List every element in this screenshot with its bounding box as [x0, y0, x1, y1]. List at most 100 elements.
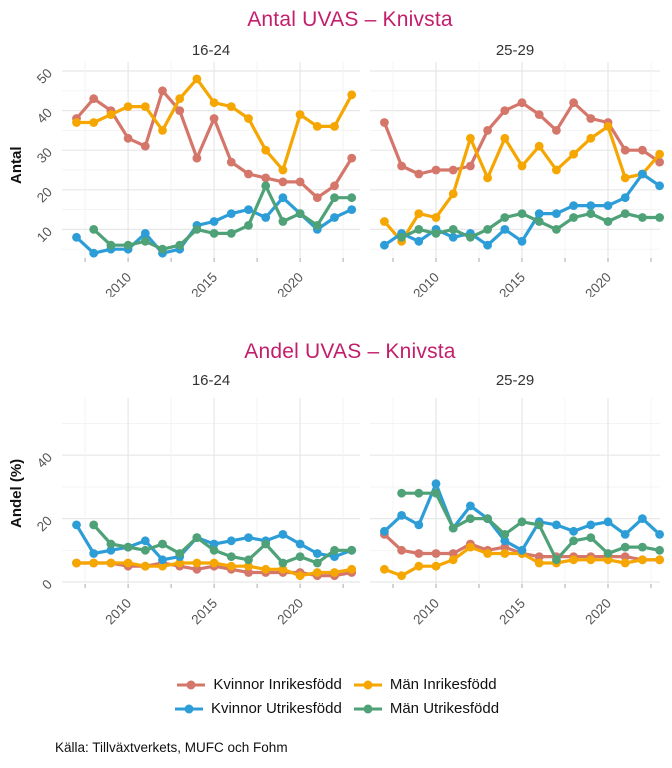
series-point	[483, 225, 492, 234]
series-point	[466, 133, 475, 143]
series-point	[175, 240, 185, 250]
series-point	[431, 229, 441, 238]
series-point	[655, 555, 664, 565]
series-point	[638, 169, 647, 179]
series-point	[123, 133, 133, 143]
series-point	[534, 110, 544, 119]
series-point	[295, 552, 305, 561]
series-point	[620, 193, 630, 203]
series-point	[603, 217, 613, 226]
series-line-Män Utrikesfödd	[92, 523, 352, 565]
series-point	[347, 153, 357, 163]
series-point	[89, 558, 99, 568]
series-point	[466, 232, 475, 242]
series-point	[586, 209, 596, 219]
series-point	[261, 539, 271, 549]
series-point	[466, 501, 475, 511]
series-point	[106, 558, 116, 568]
series-point	[500, 133, 510, 143]
series-point	[655, 157, 664, 167]
series-point	[244, 205, 253, 215]
series-point	[209, 558, 219, 568]
y-tick-label: 30	[34, 145, 55, 166]
series-point	[534, 141, 544, 151]
series-point	[569, 149, 578, 159]
series-point	[397, 571, 406, 581]
series-point	[158, 539, 167, 549]
series-point	[483, 549, 492, 558]
series-point	[603, 517, 613, 527]
series-point	[295, 177, 305, 187]
series-point	[347, 564, 357, 574]
series-point	[244, 221, 253, 230]
series-point	[638, 145, 647, 155]
series-point	[620, 558, 630, 568]
series-point	[226, 552, 236, 561]
legend-item-4: Män Utrikesfödd	[352, 700, 499, 717]
series-point	[500, 106, 510, 115]
series-point	[620, 530, 630, 539]
series-point	[569, 526, 578, 536]
series-line-Män Utrikesfödd	[401, 491, 660, 562]
series-point	[209, 229, 219, 238]
series-point	[175, 106, 185, 115]
series-point	[534, 209, 544, 219]
series-point	[192, 564, 202, 574]
legend-row-2: Kvinnor Utrikesfödd Män Utrikesfödd	[170, 700, 502, 717]
series-point	[620, 145, 630, 155]
y-tick-label: 0	[39, 577, 55, 593]
series-point	[295, 571, 305, 581]
series-point	[586, 533, 596, 542]
series-point	[448, 165, 458, 175]
series-point	[517, 161, 527, 171]
series-point	[89, 248, 99, 258]
antal-chart: 2010 2015 2020 2010 2015 2020 10 20 30 40 50	[34, 62, 664, 297]
series-point	[140, 561, 150, 571]
series-point	[123, 102, 133, 111]
series-point	[448, 555, 458, 565]
series-point	[569, 536, 578, 546]
series-point	[534, 520, 544, 530]
series-point	[278, 564, 288, 574]
series-point	[158, 126, 167, 135]
andel-title: Andel UVAS – Knivsta	[244, 340, 456, 363]
series-point	[312, 558, 322, 568]
series-point	[620, 542, 630, 552]
series-line-Män Utrikesfödd	[400, 212, 660, 239]
x-tick-label: 2010	[102, 596, 134, 628]
series-point	[569, 98, 578, 108]
series-point	[278, 530, 288, 539]
legend-key-icon	[174, 704, 203, 713]
series-point	[226, 229, 236, 238]
series-point	[106, 539, 116, 549]
series-point	[192, 74, 202, 84]
series-point	[552, 520, 561, 530]
series-point	[140, 545, 150, 555]
series-point	[330, 193, 339, 203]
x-tick-label: 2020	[274, 270, 306, 297]
series-point	[414, 169, 424, 179]
series-point	[534, 217, 544, 226]
series-point	[414, 520, 424, 530]
series-point	[397, 161, 406, 171]
series-point	[106, 545, 116, 555]
series-point	[431, 479, 441, 489]
series-point	[414, 549, 424, 558]
series-point	[655, 213, 664, 222]
series-point	[397, 545, 406, 555]
series-point	[192, 153, 202, 163]
series-point	[192, 533, 202, 542]
series-point	[448, 225, 458, 234]
series-point	[431, 165, 441, 175]
series-point	[517, 209, 527, 219]
series-point	[175, 558, 185, 568]
series-point	[517, 517, 527, 527]
series-point	[312, 221, 322, 230]
legend-label: Män Inrikesfödd	[389, 676, 497, 693]
antal-panel-16-24: 2010 2015 2020	[62, 62, 360, 297]
legend-key-icon	[353, 680, 382, 689]
series-point	[140, 102, 150, 111]
series-point	[158, 244, 167, 254]
series-point	[466, 514, 475, 523]
